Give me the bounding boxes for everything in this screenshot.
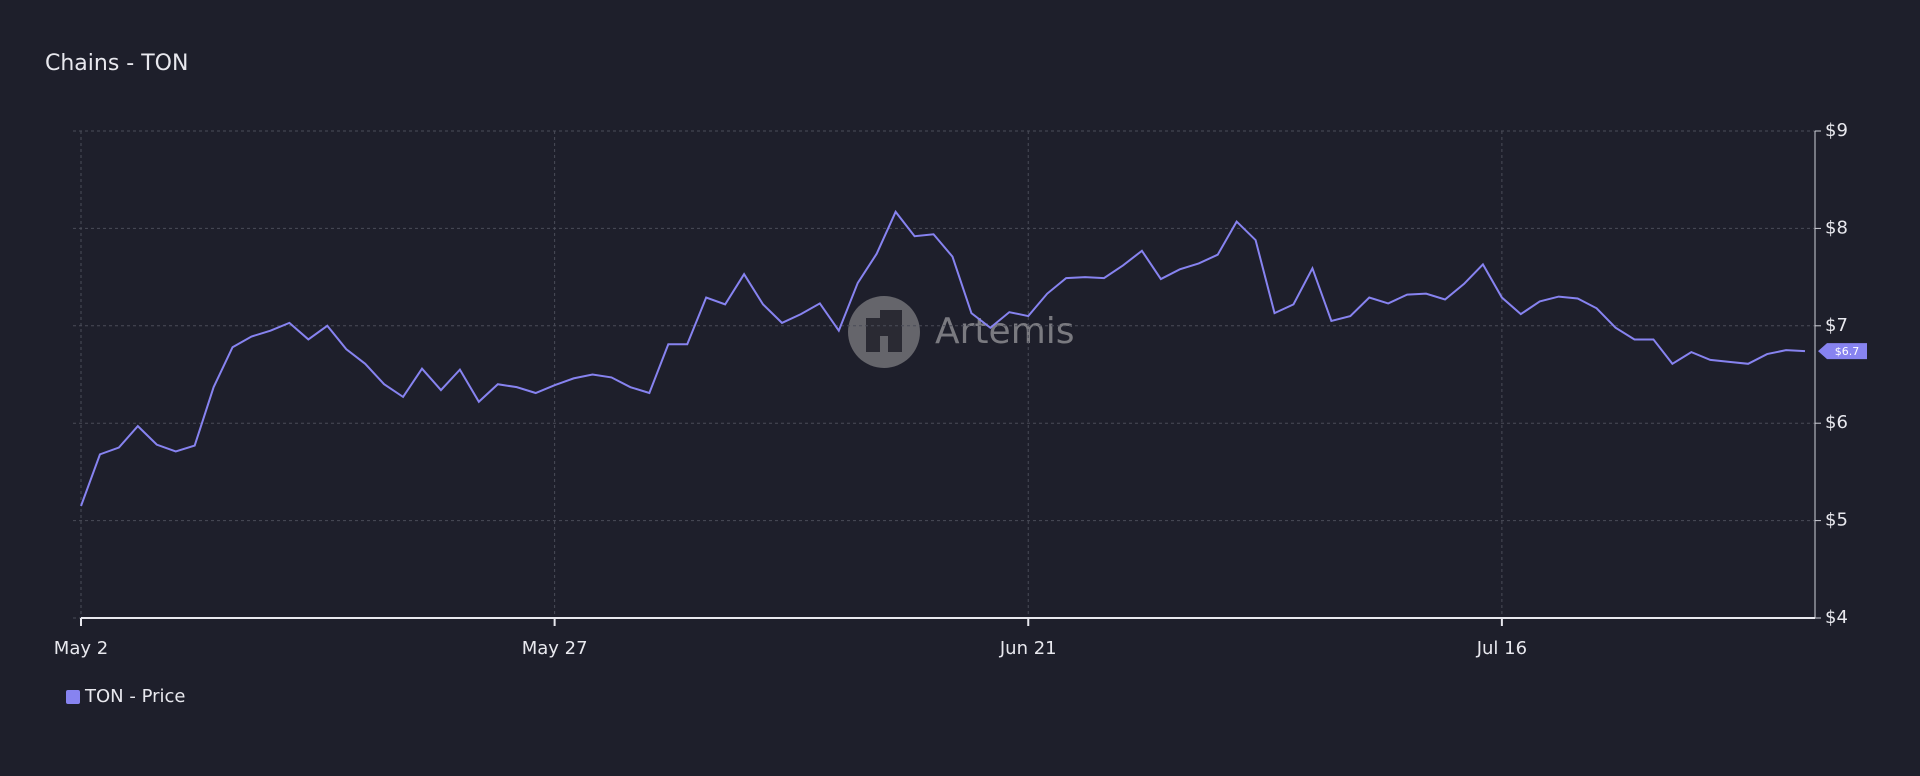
y-tick-label: $6	[1825, 412, 1848, 433]
y-tick-label: $4	[1825, 607, 1848, 628]
watermark: Artemis	[935, 311, 1075, 352]
chart-title: Chains - TON	[45, 51, 188, 76]
value-label: $6.7	[1835, 345, 1860, 358]
legend-label: TON - Price	[84, 686, 185, 707]
x-tick-label: May 2	[54, 638, 108, 659]
y-tick-label: $8	[1825, 217, 1848, 238]
y-tick-label: $5	[1825, 510, 1848, 531]
legend-swatch	[66, 690, 80, 704]
y-tick-label: $7	[1825, 315, 1848, 336]
x-tick-label: Jun 21	[999, 638, 1057, 659]
value-tag	[1818, 343, 1867, 360]
watermark-logo-mark	[866, 310, 902, 352]
price-line	[80, 209, 1806, 507]
x-tick-label: May 27	[522, 638, 588, 659]
x-tick-label: Jul 16	[1476, 638, 1527, 659]
y-tick-label: $9	[1825, 120, 1848, 141]
